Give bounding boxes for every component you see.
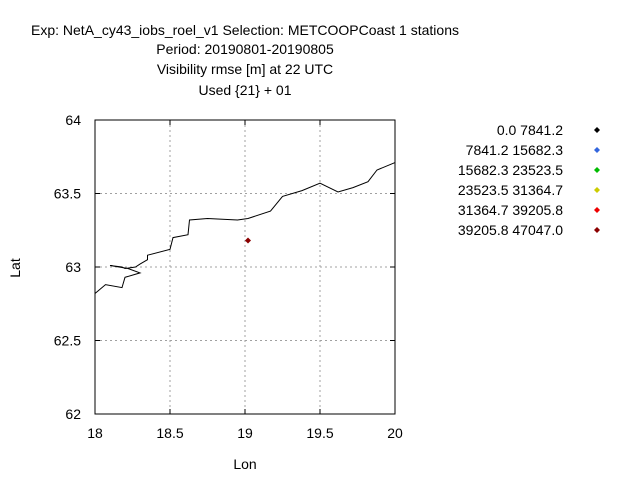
x-tick-label: 20 bbox=[387, 425, 403, 441]
x-axis-label: Lon bbox=[233, 456, 256, 472]
axis-ticks: 18 18.5 19 19.5 20 62 62.5 63 63.5 64 bbox=[54, 112, 403, 441]
y-tick-label: 63.5 bbox=[54, 186, 81, 202]
legend-label: 0.0 7841.2 bbox=[497, 122, 563, 138]
coastline-path bbox=[94, 162, 396, 294]
coastline bbox=[94, 162, 396, 294]
y-tick-label: 63 bbox=[65, 259, 81, 275]
y-tick-label: 62 bbox=[65, 406, 81, 422]
plot-frame bbox=[94, 119, 396, 415]
legend-marker bbox=[594, 167, 600, 173]
x-tick-label: 19.5 bbox=[306, 425, 333, 441]
y-tick-label: 62.5 bbox=[54, 333, 81, 349]
x-tick-label: 19 bbox=[237, 425, 253, 441]
y-tick-label: 64 bbox=[65, 112, 81, 128]
chart-title-line-1: Exp: NetA_cy43_iobs_roel_v1 Selection: M… bbox=[31, 22, 459, 38]
x-tick-label: 18 bbox=[87, 425, 103, 441]
legend-label: 7841.2 15682.3 bbox=[466, 142, 564, 158]
legend-marker bbox=[594, 127, 600, 133]
legend-label: 15682.3 23523.5 bbox=[458, 162, 563, 178]
legend-label: 23523.5 31364.7 bbox=[458, 182, 563, 198]
legend-label: 39205.8 47047.0 bbox=[458, 222, 563, 238]
legend-label: 31364.7 39205.8 bbox=[458, 202, 563, 218]
legend-marker bbox=[594, 187, 600, 193]
legend-marker bbox=[594, 227, 600, 233]
station-point bbox=[245, 237, 251, 244]
legend-marker bbox=[594, 207, 600, 213]
data-points bbox=[245, 237, 251, 244]
chart-title-line-3: Visibility rmse [m] at 22 UTC bbox=[157, 61, 333, 77]
chart-title-line-4: Used {21} + 01 bbox=[198, 82, 291, 98]
chart-title-line-2: Period: 20190801-20190805 bbox=[156, 41, 334, 57]
y-axis-label: Lat bbox=[7, 258, 23, 278]
legend-marker bbox=[594, 147, 600, 153]
x-tick-label: 18.5 bbox=[156, 425, 183, 441]
grid bbox=[95, 120, 395, 414]
legend: 0.0 7841.2 7841.2 15682.3 15682.3 23523.5 2… bbox=[458, 122, 600, 238]
